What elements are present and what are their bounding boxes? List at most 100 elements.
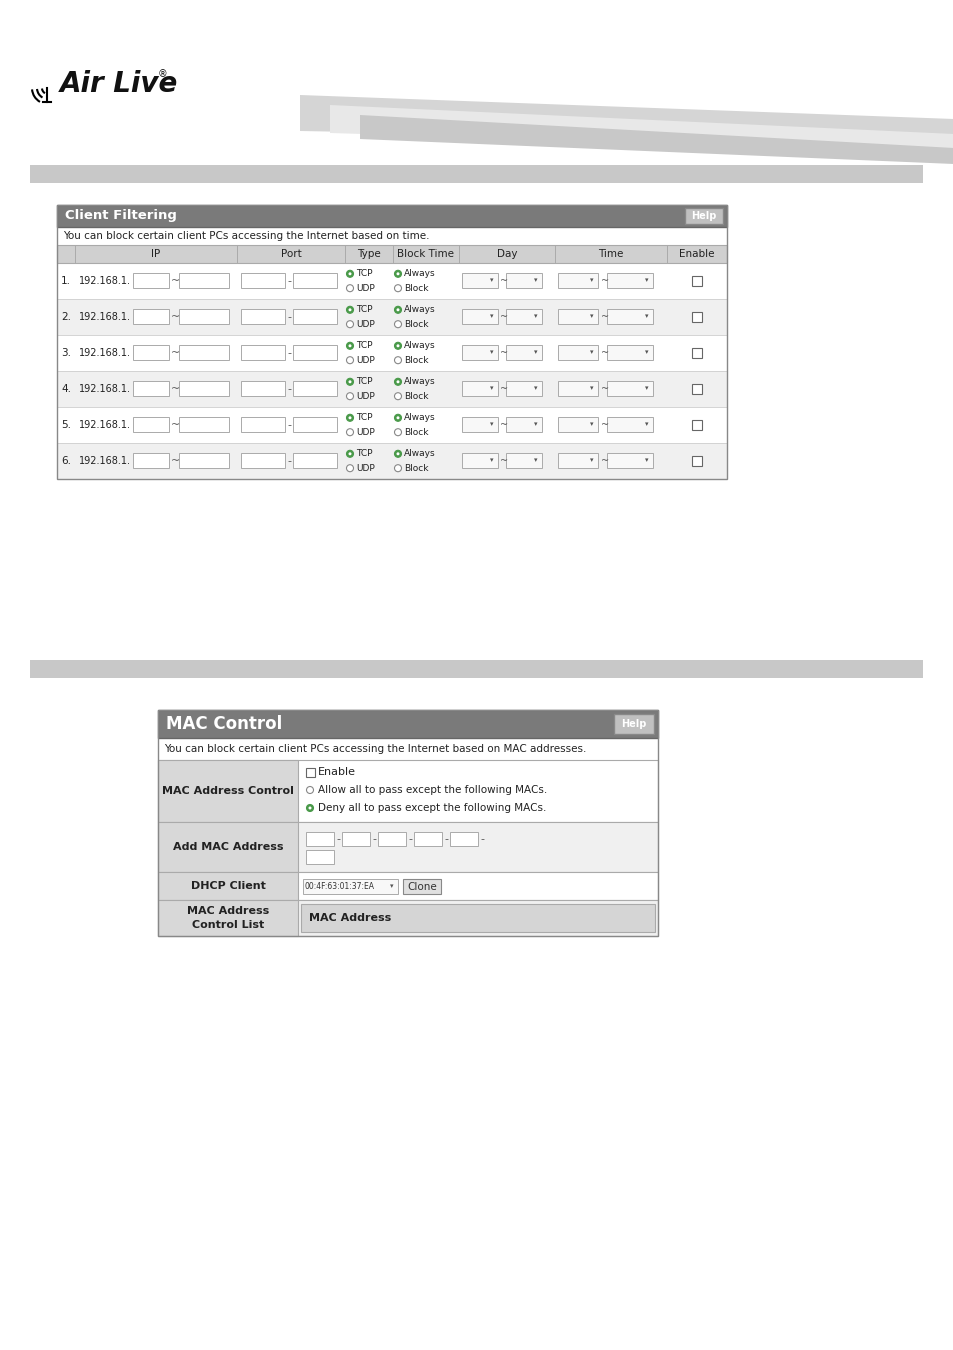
Circle shape — [346, 451, 354, 458]
Bar — [158, 900, 658, 936]
Text: Help: Help — [620, 720, 646, 729]
Text: 5.: 5. — [61, 420, 71, 431]
Bar — [293, 417, 336, 432]
Text: TCP: TCP — [355, 269, 372, 278]
Text: Always: Always — [403, 413, 436, 423]
Bar — [57, 263, 726, 298]
Bar — [377, 832, 406, 846]
Bar — [241, 417, 285, 432]
Bar — [57, 205, 726, 479]
Bar — [306, 832, 334, 846]
Text: Deny all to pass except the following MACs.: Deny all to pass except the following MA… — [317, 803, 546, 813]
Bar — [461, 454, 497, 468]
Bar — [158, 760, 297, 822]
Text: Add MAC Address: Add MAC Address — [172, 842, 283, 852]
Circle shape — [395, 343, 401, 350]
Text: ~: ~ — [171, 348, 180, 358]
Bar — [558, 346, 598, 360]
Bar — [606, 417, 652, 432]
Text: ▾: ▾ — [489, 313, 493, 320]
Bar — [179, 454, 229, 468]
Text: Clone: Clone — [407, 882, 436, 891]
Bar — [306, 768, 314, 778]
Text: Port: Port — [280, 248, 301, 259]
Text: MAC Address Control: MAC Address Control — [162, 786, 294, 796]
Text: ▾: ▾ — [533, 313, 537, 320]
Bar — [158, 900, 297, 936]
Text: Client Filtering: Client Filtering — [65, 209, 176, 223]
Bar — [293, 381, 336, 396]
Bar — [158, 872, 297, 900]
Text: 6.: 6. — [61, 456, 71, 466]
Polygon shape — [330, 105, 953, 153]
Text: ▾: ▾ — [589, 350, 593, 355]
Bar — [158, 822, 297, 872]
Circle shape — [308, 806, 312, 810]
Text: Block: Block — [403, 428, 428, 436]
Bar — [461, 417, 497, 432]
Text: -: - — [287, 383, 291, 394]
Bar — [461, 381, 497, 396]
Text: ~: ~ — [171, 312, 180, 323]
Bar — [303, 879, 397, 894]
Text: ▾: ▾ — [589, 313, 593, 320]
Circle shape — [395, 285, 401, 292]
Text: ▾: ▾ — [644, 278, 647, 283]
Text: UDP: UDP — [355, 320, 375, 328]
Circle shape — [346, 306, 354, 313]
Circle shape — [346, 429, 354, 436]
Text: 192.168.1.: 192.168.1. — [79, 312, 131, 323]
Text: ▾: ▾ — [644, 421, 647, 428]
Text: ▾: ▾ — [589, 386, 593, 391]
Circle shape — [396, 452, 399, 455]
Circle shape — [348, 344, 351, 347]
Circle shape — [395, 270, 401, 277]
Circle shape — [346, 285, 354, 292]
Circle shape — [346, 378, 354, 385]
Text: ~: ~ — [600, 383, 608, 394]
Text: TCP: TCP — [355, 413, 372, 423]
Text: ▾: ▾ — [533, 350, 537, 355]
Text: 3.: 3. — [61, 348, 71, 358]
Bar — [179, 381, 229, 396]
Bar — [132, 346, 169, 360]
Bar — [461, 273, 497, 288]
Text: UDP: UDP — [355, 392, 375, 401]
Text: UDP: UDP — [355, 355, 375, 364]
Text: TCP: TCP — [355, 377, 372, 386]
Bar — [132, 273, 169, 288]
Text: 192.168.1.: 192.168.1. — [79, 383, 131, 394]
Bar — [606, 273, 652, 288]
Bar — [57, 406, 726, 443]
Bar — [558, 454, 598, 468]
Bar — [241, 273, 285, 288]
Bar — [606, 381, 652, 396]
Text: Always: Always — [403, 342, 436, 350]
Text: 192.168.1.: 192.168.1. — [79, 420, 131, 431]
Text: 192.168.1.: 192.168.1. — [79, 275, 131, 286]
Circle shape — [396, 381, 399, 383]
Circle shape — [396, 416, 399, 420]
Text: Help: Help — [691, 211, 716, 221]
Text: Block: Block — [403, 355, 428, 364]
Text: -: - — [287, 312, 291, 323]
Bar — [461, 309, 497, 324]
Bar — [558, 273, 598, 288]
Bar — [558, 309, 598, 324]
Text: ~: ~ — [171, 383, 180, 394]
Bar — [57, 298, 726, 335]
Text: Enable: Enable — [317, 767, 355, 778]
Bar — [691, 312, 701, 323]
Circle shape — [346, 270, 354, 277]
Text: Always: Always — [403, 269, 436, 278]
Text: ~: ~ — [499, 456, 508, 466]
Text: TCP: TCP — [355, 342, 372, 350]
Circle shape — [346, 414, 354, 421]
Text: 2.: 2. — [61, 312, 71, 323]
Circle shape — [396, 273, 399, 275]
Text: ~: ~ — [600, 456, 608, 466]
Bar — [505, 273, 541, 288]
Text: -: - — [287, 420, 291, 431]
Text: ~: ~ — [499, 420, 508, 431]
Bar — [684, 208, 722, 224]
